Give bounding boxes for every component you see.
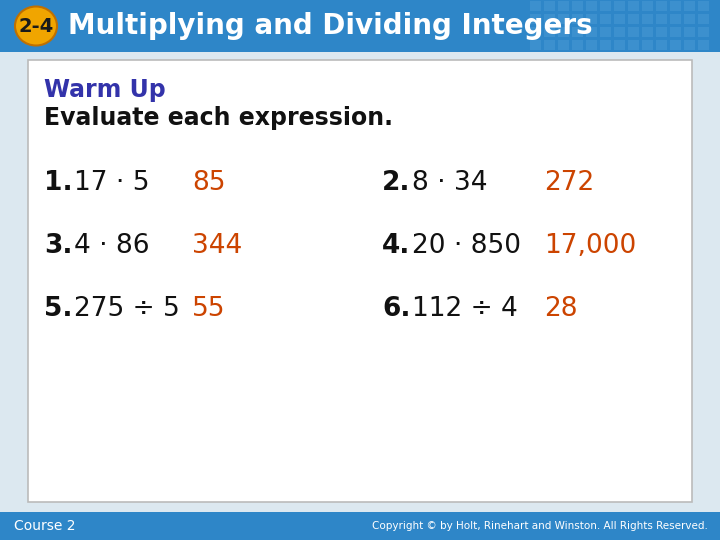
Bar	[600, 40, 611, 50]
Bar	[670, 1, 681, 11]
Text: 8 · 34: 8 · 34	[412, 170, 487, 196]
Bar	[628, 1, 639, 11]
Bar	[600, 1, 611, 11]
Text: 28: 28	[544, 296, 577, 322]
Text: 2.: 2.	[382, 170, 410, 196]
Text: 17,000: 17,000	[544, 233, 636, 259]
Text: 2-4: 2-4	[19, 17, 53, 36]
Bar	[670, 40, 681, 50]
Text: 20 · 850: 20 · 850	[412, 233, 521, 259]
Text: Warm Up: Warm Up	[44, 78, 166, 102]
Bar	[544, 27, 555, 37]
Text: 5.: 5.	[44, 296, 73, 322]
Text: 344: 344	[192, 233, 242, 259]
Bar	[628, 40, 639, 50]
Bar	[614, 14, 625, 24]
Bar	[656, 1, 667, 11]
Bar	[572, 40, 583, 50]
Bar	[642, 1, 653, 11]
Bar	[586, 40, 597, 50]
Bar	[530, 27, 541, 37]
Bar	[544, 14, 555, 24]
Bar	[0, 512, 720, 540]
Bar	[544, 1, 555, 11]
Bar	[586, 14, 597, 24]
Bar	[684, 14, 695, 24]
Text: 3.: 3.	[44, 233, 73, 259]
Ellipse shape	[15, 6, 57, 45]
Text: Multiplying and Dividing Integers: Multiplying and Dividing Integers	[68, 12, 593, 40]
Bar	[698, 40, 709, 50]
Text: Course 2: Course 2	[14, 519, 76, 533]
Bar	[572, 14, 583, 24]
Bar	[558, 27, 569, 37]
Bar	[530, 1, 541, 11]
Bar	[572, 1, 583, 11]
Bar	[600, 27, 611, 37]
Bar	[628, 14, 639, 24]
Text: 4 · 86: 4 · 86	[74, 233, 150, 259]
Text: 6.: 6.	[382, 296, 410, 322]
Text: 85: 85	[192, 170, 225, 196]
Bar	[642, 27, 653, 37]
Bar	[628, 27, 639, 37]
Bar	[656, 27, 667, 37]
Bar	[614, 27, 625, 37]
Bar	[530, 14, 541, 24]
Bar	[530, 40, 541, 50]
Bar	[684, 40, 695, 50]
Bar	[586, 1, 597, 11]
Bar	[558, 14, 569, 24]
Bar	[614, 40, 625, 50]
Bar	[698, 27, 709, 37]
Bar	[572, 27, 583, 37]
Text: Copyright © by Holt, Rinehart and Winston. All Rights Reserved.: Copyright © by Holt, Rinehart and Winsto…	[372, 521, 708, 531]
Text: 275 ÷ 5: 275 ÷ 5	[74, 296, 180, 322]
Text: Evaluate each expression.: Evaluate each expression.	[44, 106, 393, 130]
Bar	[698, 14, 709, 24]
Bar	[656, 40, 667, 50]
Text: 272: 272	[544, 170, 594, 196]
Text: 112 ÷ 4: 112 ÷ 4	[412, 296, 518, 322]
Bar	[642, 14, 653, 24]
Bar	[684, 27, 695, 37]
Bar	[684, 1, 695, 11]
Bar	[558, 40, 569, 50]
Bar	[586, 27, 597, 37]
Bar	[558, 1, 569, 11]
Text: 4.: 4.	[382, 233, 410, 259]
Bar	[656, 14, 667, 24]
Bar	[600, 14, 611, 24]
Bar	[698, 1, 709, 11]
FancyBboxPatch shape	[28, 60, 692, 502]
Bar	[670, 14, 681, 24]
Text: 1.: 1.	[44, 170, 73, 196]
Bar	[670, 27, 681, 37]
Text: 55: 55	[192, 296, 225, 322]
Text: 17 · 5: 17 · 5	[74, 170, 150, 196]
Bar	[544, 40, 555, 50]
Bar	[642, 40, 653, 50]
Bar	[614, 1, 625, 11]
Bar	[0, 0, 720, 52]
